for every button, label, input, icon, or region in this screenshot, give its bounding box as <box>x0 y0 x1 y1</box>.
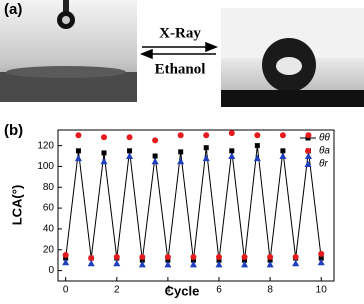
data-point <box>241 260 249 268</box>
y-tick-label: 40 <box>43 224 55 235</box>
data-point <box>279 132 286 139</box>
data-point <box>228 152 236 160</box>
photo-left <box>0 0 137 102</box>
y-tick-label: 100 <box>37 161 54 172</box>
data-point <box>139 254 146 261</box>
data-point <box>241 254 248 261</box>
legend-label: θa <box>319 146 330 157</box>
data-point <box>190 254 197 261</box>
data-point <box>242 257 248 263</box>
data-point <box>164 254 171 261</box>
data-point <box>138 260 146 268</box>
data-point <box>216 254 222 261</box>
data-point <box>305 132 312 139</box>
data-point <box>177 132 184 139</box>
data-point <box>113 259 121 267</box>
data-point <box>87 259 95 267</box>
data-point <box>215 260 223 268</box>
y-axis-label: LCA(°) <box>9 185 24 226</box>
data-point <box>165 257 171 263</box>
data-point <box>292 259 300 267</box>
y-tick-label: 80 <box>43 182 55 193</box>
arrow-label-bottom: Ethanol <box>155 61 206 77</box>
data-point <box>267 257 273 263</box>
data-point <box>279 152 287 160</box>
data-point <box>74 154 82 162</box>
data-point <box>126 152 134 160</box>
data-point <box>164 260 172 268</box>
arrows <box>139 41 219 60</box>
data-point <box>151 157 159 165</box>
panel-label: (b) <box>4 122 23 139</box>
data-point <box>177 157 185 165</box>
y-tick-label: 20 <box>43 244 55 255</box>
data-point <box>152 153 158 159</box>
data-point <box>139 257 145 263</box>
data-point <box>228 130 235 137</box>
data-point <box>203 132 210 139</box>
x-tick-label: 8 <box>267 285 273 296</box>
data-point <box>202 154 210 162</box>
data-point <box>253 154 261 162</box>
x-tick-label: 10 <box>316 285 328 296</box>
data-point <box>318 250 325 257</box>
data-point <box>63 255 69 261</box>
legend-label: θθ <box>319 133 330 144</box>
arrow-label-top: X-Ray <box>159 25 201 41</box>
data-point <box>203 145 209 151</box>
data-point <box>127 148 133 154</box>
data-point <box>229 148 235 154</box>
data-point <box>113 254 120 261</box>
y-tick-label: 120 <box>37 140 54 151</box>
data-point <box>62 251 69 258</box>
legend-label: θr <box>319 159 328 170</box>
data-point <box>75 148 81 154</box>
data-point <box>266 260 274 268</box>
data-point <box>280 148 286 154</box>
data-point <box>100 157 108 165</box>
data-point <box>101 134 107 141</box>
legend-marker <box>304 160 312 167</box>
panel-label: (a) <box>4 1 22 18</box>
x-tick-label: 0 <box>63 285 69 296</box>
x-axis-label: Cycle <box>165 283 200 298</box>
data-point <box>254 132 261 139</box>
data-point <box>101 150 107 156</box>
data-point <box>126 134 133 141</box>
x-tick-label: 2 <box>114 285 120 296</box>
data-point <box>75 132 82 139</box>
data-point <box>317 258 325 266</box>
photo-right <box>221 8 364 107</box>
data-point <box>254 143 260 149</box>
x-tick-label: 4 <box>165 285 171 296</box>
data-point <box>267 254 274 261</box>
data-point <box>318 255 324 261</box>
x-tick-label: 6 <box>216 285 222 296</box>
data-point <box>216 257 222 263</box>
data-point <box>88 255 95 262</box>
data-point <box>190 257 196 263</box>
y-tick-label: 60 <box>43 203 55 214</box>
data-point <box>62 258 70 266</box>
data-point <box>304 152 312 160</box>
legend-marker <box>305 148 311 154</box>
plot-frame <box>57 129 335 282</box>
data-point <box>189 260 197 268</box>
y-tick-label: 0 <box>48 265 54 276</box>
data-point <box>292 254 299 261</box>
data-point <box>152 137 159 144</box>
data-point <box>178 149 184 155</box>
